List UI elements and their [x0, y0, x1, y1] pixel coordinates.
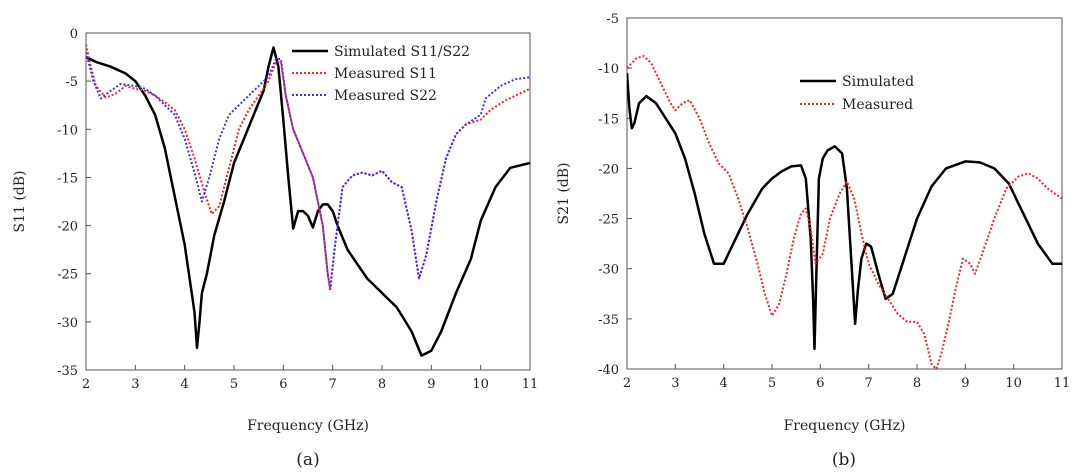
y-tick-label: -5	[65, 75, 78, 90]
x-tick-label: 8	[378, 377, 386, 392]
y-tick-label: -10	[598, 62, 619, 77]
series-line-measured-s22	[86, 52, 530, 290]
y-tick-label: -35	[57, 364, 78, 379]
y-tick-label: -35	[598, 313, 619, 328]
y-axis-label: S11 (dB)	[12, 170, 28, 232]
y-tick-label: 0	[70, 27, 78, 42]
x-tick-label: 4	[181, 377, 189, 392]
chart-panel-a: 2 3 4 5 6 7 8 9 10 11 0 -5 -10 -15 -20 -25 -30 -35 Frequen…	[12, 27, 538, 470]
x-tick-label: 8	[913, 376, 921, 391]
x-tick-label: 11	[1054, 376, 1071, 391]
series-line-measured	[627, 55, 1062, 370]
y-tick-label: -10	[57, 123, 78, 138]
x-tick-label: 9	[427, 377, 435, 392]
plot-frame	[85, 32, 531, 371]
y-tick-label: -5	[606, 12, 619, 27]
chart-panel-b: 2 3 4 5 6 7 8 9 10 11 -5 -10 -15 -20 -25 -30 -35 -40 Frequ…	[556, 12, 1070, 470]
x-tick-label: 10	[1005, 376, 1022, 391]
x-tick-label: 3	[671, 376, 679, 391]
x-axis-label: Frequency (GHz)	[784, 418, 906, 434]
series-line-measured-s11	[86, 44, 530, 292]
y-tick-label: -30	[598, 263, 619, 278]
y-axis-label: S21 (dB)	[556, 162, 572, 224]
legend-label-measured: Measured	[842, 97, 913, 113]
legend-label-simulated: Simulated S11/S22	[334, 44, 470, 60]
legend: Simulated Measured	[800, 74, 914, 113]
y-tick-label: -30	[57, 316, 78, 331]
x-axis-label: Frequency (GHz)	[247, 418, 369, 434]
y-tick-label: -25	[57, 268, 78, 283]
x-tick-label: 11	[522, 377, 539, 392]
y-tick-label: -20	[598, 162, 619, 177]
panel-label: (a)	[296, 450, 319, 470]
panel-label: (b)	[832, 450, 856, 470]
x-tick-label: 5	[230, 377, 238, 392]
y-tick-label: -15	[57, 171, 78, 186]
x-tick-label: 7	[329, 377, 337, 392]
y-tick-label: -25	[598, 213, 619, 228]
legend-label-measured-s22: Measured S22	[334, 88, 437, 104]
x-tick-label: 9	[961, 376, 969, 391]
plot-frame	[626, 17, 1063, 370]
series-line-simulated	[86, 46, 530, 357]
x-tick-label: 7	[865, 376, 873, 391]
x-tick-label: 2	[623, 376, 631, 391]
legend: Simulated S11/S22 Measured S11 Measured S2…	[292, 44, 470, 104]
legend-label-simulated: Simulated	[842, 74, 914, 90]
x-tick-label: 5	[768, 376, 776, 391]
y-tick-label: -15	[598, 112, 619, 127]
x-tick-label: 4	[720, 376, 728, 391]
x-tick-label: 2	[82, 377, 90, 392]
y-tick-label: -20	[57, 220, 78, 235]
x-tick-label: 3	[131, 377, 139, 392]
y-tick-label: -40	[598, 363, 619, 378]
x-tick-label: 10	[472, 377, 489, 392]
x-tick-label: 6	[279, 377, 287, 392]
legend-label-measured-s11: Measured S11	[334, 66, 437, 82]
x-tick-label: 6	[816, 376, 824, 391]
series-line-simulated	[627, 73, 1062, 351]
